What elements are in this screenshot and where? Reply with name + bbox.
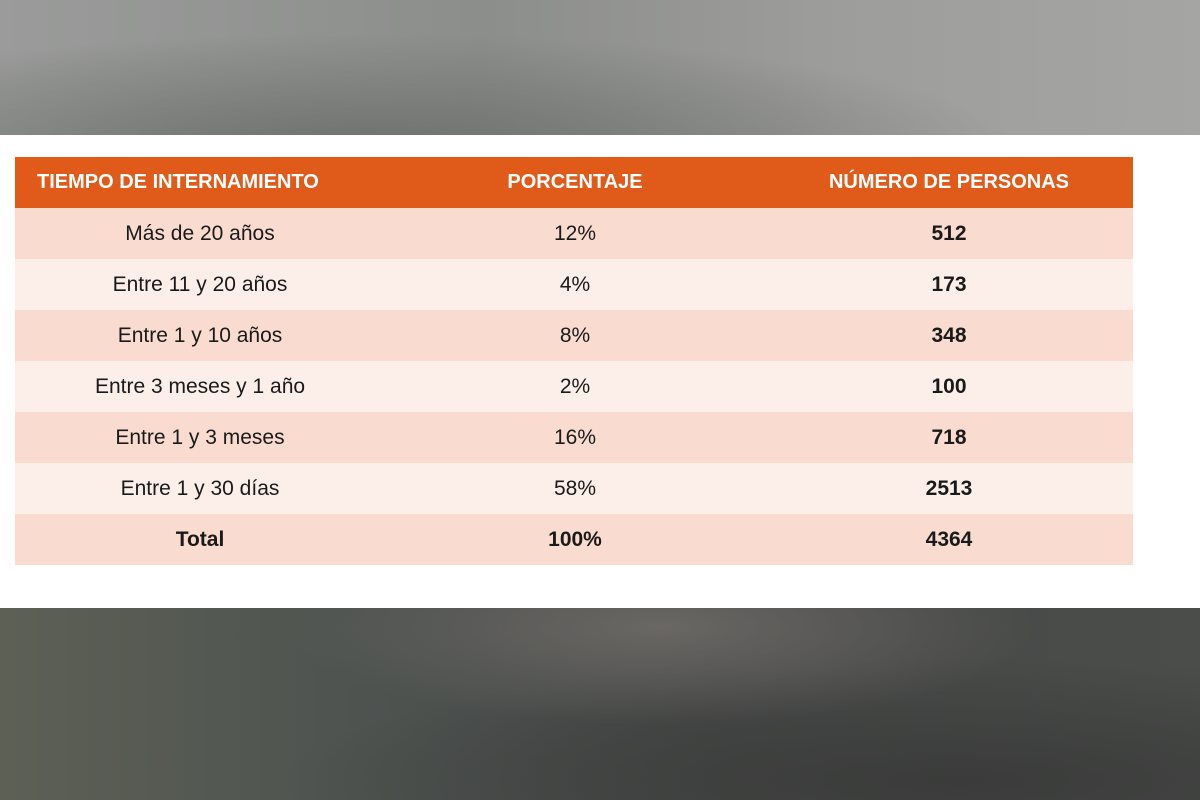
blurred-photo-bottom — [0, 608, 1200, 800]
table-cell: 2513 — [925, 476, 973, 500]
table-row: Entre 1 y 3 meses 16% 718 — [15, 412, 1133, 463]
table-cell: 8% — [559, 323, 591, 347]
table-cell: Entre 1 y 3 meses — [115, 425, 285, 449]
table-row: Entre 3 meses y 1 año 2% 100 — [15, 361, 1133, 412]
blurred-photo-top — [0, 0, 1200, 135]
table-row: Más de 20 años 12% 512 — [15, 208, 1133, 259]
table-cell: Entre 1 y 10 años — [117, 323, 283, 347]
table-cell: 100 — [931, 374, 967, 398]
table-cell: 16% — [553, 425, 597, 449]
table-cell: 4% — [559, 272, 591, 296]
table-cell: Más de 20 años — [125, 221, 275, 245]
table-cell: Total — [175, 527, 225, 551]
table-cell: 512 — [931, 221, 967, 245]
table-cell: Entre 11 y 20 años — [112, 272, 288, 296]
table-cell: Entre 1 y 30 días — [120, 476, 280, 500]
table-row: Total 100% 4364 — [15, 514, 1133, 565]
table-cell: 12% — [553, 221, 597, 245]
table-cell: 348 — [931, 323, 967, 347]
table-cell: 4364 — [925, 527, 973, 551]
table-row: Entre 1 y 30 días 58% 2513 — [15, 463, 1133, 514]
table-cell: 2% — [559, 374, 591, 398]
table-header: TIEMPO DE INTERNAMIENTO PORCENTAJE NÚMER… — [15, 157, 1133, 208]
table: TIEMPO DE INTERNAMIENTO PORCENTAJE NÚMER… — [15, 157, 1133, 565]
header-cell: PORCENTAJE — [507, 171, 643, 193]
table-cell: 100% — [548, 527, 602, 551]
table-cell: 173 — [931, 272, 967, 296]
table-row: Entre 1 y 10 años 8% 348 — [15, 310, 1133, 361]
table-cell: 718 — [931, 425, 967, 449]
table-row: Entre 11 y 20 años 4% 173 — [15, 259, 1133, 310]
table-cell: 58% — [553, 476, 597, 500]
header-cell: NÚMERO DE PERSONAS — [828, 171, 1070, 193]
header-cell: TIEMPO DE INTERNAMIENTO — [37, 171, 319, 193]
table-cell: Entre 3 meses y 1 año — [94, 374, 306, 398]
